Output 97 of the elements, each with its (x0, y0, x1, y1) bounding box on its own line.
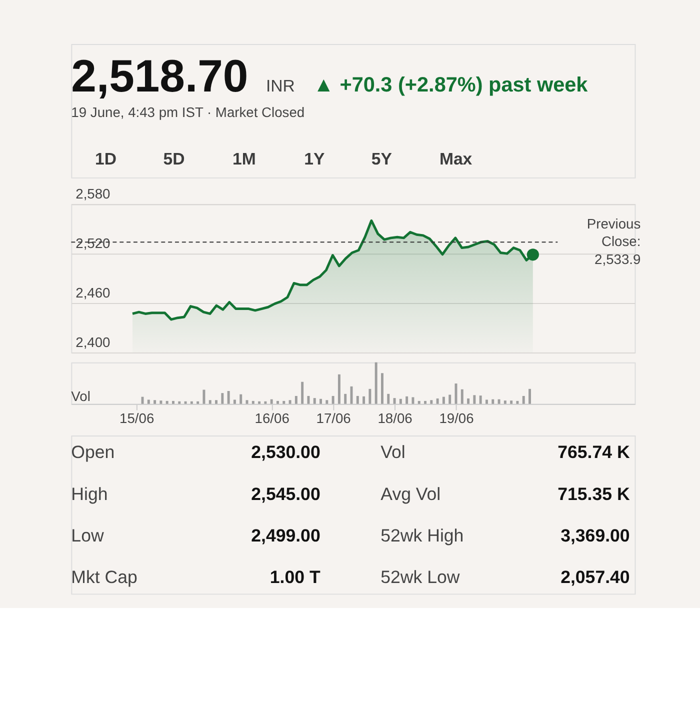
text: High (71, 484, 108, 504)
bar (172, 400, 174, 404)
text: 5D (163, 150, 185, 169)
bar (264, 401, 267, 404)
bar (473, 395, 476, 404)
text: 2,057.40 (560, 566, 630, 587)
bar (399, 398, 402, 404)
text: 2,545.00 (251, 484, 320, 504)
bar (160, 400, 162, 404)
bar (240, 394, 242, 404)
text: Open (71, 442, 115, 462)
bar (320, 398, 322, 404)
bar (344, 394, 347, 404)
bar (356, 396, 359, 404)
bar (522, 396, 525, 404)
bar (424, 400, 426, 404)
bar (166, 400, 168, 404)
bar (147, 400, 150, 404)
x-tick-label: 17/06 (316, 410, 352, 426)
bar (208, 400, 212, 404)
text: 2,530.00 (251, 442, 320, 462)
bar (412, 397, 414, 404)
bar (393, 398, 396, 404)
bar (332, 396, 334, 404)
text: 1M (232, 150, 256, 169)
bar (282, 400, 286, 404)
x-tick-label: 15/06 (120, 410, 154, 426)
bar (362, 396, 366, 404)
text: Avg Vol (380, 484, 441, 504)
x-tick-label: 19/06 (439, 410, 474, 426)
bar (301, 382, 304, 404)
text: 1D (95, 150, 117, 169)
bar (406, 396, 408, 404)
text: 3,369.00 (560, 525, 630, 546)
bar (418, 400, 420, 404)
bar (516, 400, 519, 404)
bar (368, 388, 372, 404)
bar (233, 400, 236, 404)
bar (270, 399, 273, 404)
bar (178, 401, 181, 404)
bar (436, 398, 439, 404)
y-tick-label: 2,400 (76, 334, 111, 350)
text: 1Y (304, 150, 325, 169)
bar (258, 401, 261, 404)
bar (196, 401, 200, 404)
bar (492, 399, 494, 404)
text: Mkt Cap (71, 566, 138, 587)
text: Max (439, 150, 473, 169)
x-tick-label: 16/06 (254, 410, 290, 426)
chart-title: 2,518.70 (71, 50, 248, 102)
text: 52wk Low (380, 566, 460, 587)
bar (528, 388, 531, 404)
bar (252, 400, 254, 404)
text: 765.74 K (558, 442, 630, 462)
bar (338, 374, 340, 404)
bar (227, 390, 230, 404)
y-tick-label: 2,580 (76, 186, 111, 202)
bar (307, 396, 310, 404)
bar (479, 396, 482, 404)
bar (190, 401, 193, 404)
bar (294, 396, 298, 404)
bar (288, 400, 292, 404)
bar (485, 400, 488, 404)
bar (467, 398, 470, 404)
bar (276, 400, 279, 404)
bar (442, 396, 445, 404)
y-tick-label: 2,460 (76, 284, 111, 301)
bar (380, 373, 384, 404)
bar (184, 401, 187, 404)
bar (448, 394, 452, 404)
text: INR (266, 76, 295, 96)
bar (430, 400, 433, 404)
bar (221, 393, 224, 404)
bar (154, 400, 156, 404)
bar (504, 400, 506, 404)
bar (460, 389, 464, 404)
text: ▲ +70.3 (+2.87%) past week (313, 73, 588, 96)
bar (387, 394, 390, 404)
bar (498, 399, 500, 404)
bar (510, 400, 513, 404)
y-tick-label: 2,520 (76, 235, 111, 252)
text: Low (71, 525, 104, 546)
bar (215, 400, 218, 404)
x-tick-label: 18/06 (378, 410, 413, 426)
bar (202, 390, 206, 404)
text: 715.35 K (558, 484, 630, 504)
text: 1.00 T (270, 566, 320, 587)
chart-subtitle: 19 June, 4:43 pm IST · Market Closed (71, 104, 305, 120)
bar (313, 398, 316, 404)
bar (374, 362, 378, 404)
y-axis-title: Vol (71, 388, 90, 404)
text: 52wk High (380, 525, 464, 546)
bar (326, 400, 328, 404)
text: 5Y (371, 150, 392, 169)
ref-line-label: Previous Close: 2,533.9 (586, 215, 641, 267)
text: Vol (380, 442, 406, 462)
text: 2,499.00 (251, 525, 320, 546)
